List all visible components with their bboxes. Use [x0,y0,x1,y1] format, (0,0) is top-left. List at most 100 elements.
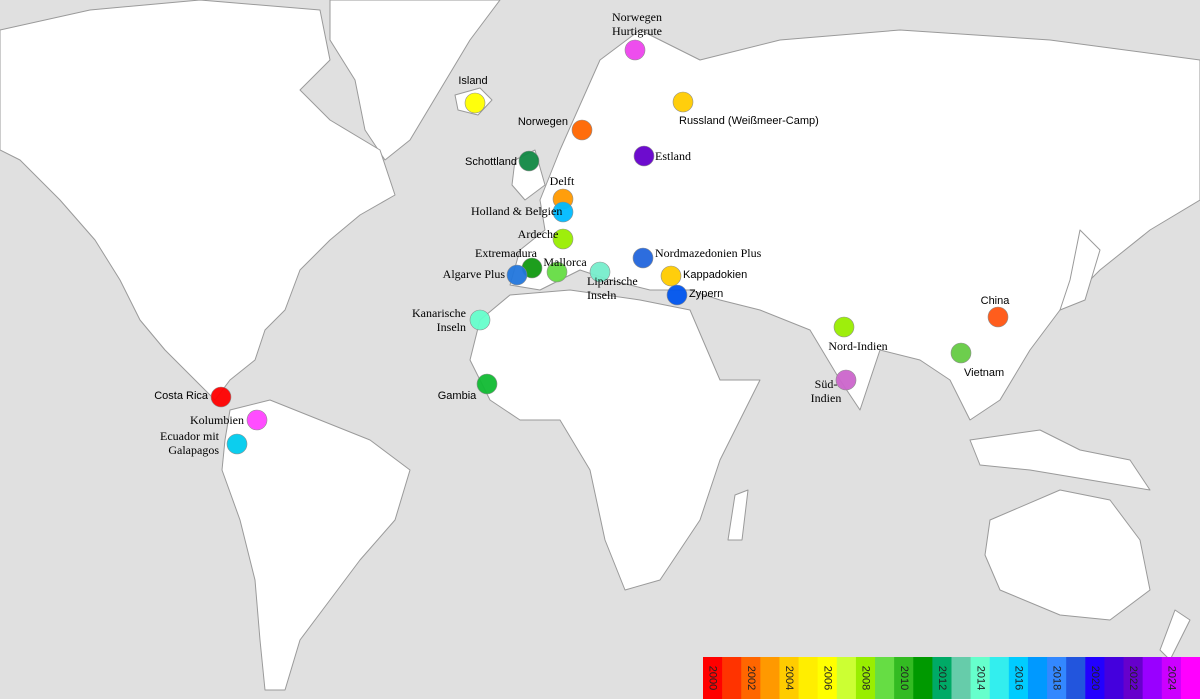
marker-label: Gambia [438,390,477,402]
legend-cell [855,657,876,699]
marker-dot [987,306,1009,328]
marker-dot [833,316,855,338]
year-legend: 2000 2002 2004 2006 2008 2010 2012 2014 2016 2018… [703,657,1200,699]
marker-label: Island [458,75,487,87]
legend-cell [1104,657,1125,699]
north-america [0,0,396,401]
legend-year: 2012 [936,666,948,690]
legend-year: 2008 [860,666,872,690]
marker-label: China [981,295,1011,307]
legend-cell [913,657,933,699]
marker-label: Kanarische [412,306,466,320]
marker: Nordmazedonien Plus [632,246,762,269]
marker-label: Nord-Indien [828,339,887,353]
japan [1059,229,1101,311]
marker: Zypern [666,284,723,306]
greenland [329,0,501,161]
marker-dot [476,373,498,395]
marker: China [981,295,1011,328]
marker-dot [666,284,688,306]
legend-year: 2010 [898,666,910,690]
marker: Vietnam [950,342,1004,379]
marker-label: Galapagos [168,443,219,457]
legend-cell [836,657,857,699]
africa [469,289,761,591]
marker-label: Algarve Plus [443,267,506,281]
legend-cell [894,657,914,699]
marker: Costa Rica [154,386,232,408]
marker: Estland [633,145,691,167]
marker-label: Schottland [465,156,517,168]
madagascar [727,489,749,541]
legend-year: 2004 [783,666,795,690]
marker-label: Inseln [587,288,616,302]
marker: Algarve Plus [443,264,528,286]
marker-label: Nordmazedonien Plus [655,246,762,260]
legend-cell [1161,657,1182,699]
marker: Nord-Indien [828,316,888,353]
marker-label: Kolumbien [190,413,244,427]
marker: Mallorca [543,255,587,283]
marker: Kappadokien [660,265,747,287]
legend-cell [932,657,952,699]
marker-dot [518,150,540,172]
marker: Ardeche [518,227,574,250]
marker-label: Ecuador mit [160,429,220,443]
marker: Gambia [438,373,498,402]
marker-label: Russland (Weißmeer-Camp) [679,115,819,127]
legend-year: 2024 [1165,666,1177,690]
marker-dot [950,342,972,364]
legend-cell [1142,657,1163,699]
marker-label: Ardeche [518,227,559,241]
legend-cell [1123,657,1144,699]
marker-dot [660,265,682,287]
marker-dot [552,201,574,223]
marker-label: Extremadura [475,246,538,260]
legend-cell [1180,657,1200,699]
marker-label: Vietnam [964,367,1004,379]
legend-cell [875,657,895,699]
marker: Süd-Indien [811,369,857,405]
marker: Russland (Weißmeer-Camp) [672,91,819,127]
legend-cell [798,657,819,699]
marker: Kolumbien [190,409,268,431]
legend-year: 2000 [707,666,719,690]
marker-dot [464,92,486,114]
marker: Extremadura [475,246,543,279]
legend-cell [817,657,838,699]
marker-dot [571,119,593,141]
marker-dot [552,228,574,250]
marker-dot [835,369,857,391]
indonesia [969,429,1151,491]
marker-label: Holland & Belgien [471,204,562,218]
legend-cell [1008,657,1029,699]
marker-label: Kappadokien [683,269,747,281]
legend-year: 2006 [821,666,833,690]
marker-label: Hurtigrute [612,24,662,38]
legend-year: 2016 [1012,666,1024,690]
legend-year: 2014 [974,666,986,690]
marker-dot [546,261,568,283]
legend-cell [760,657,780,699]
marker-dot [246,409,268,431]
marker-label: Delft [550,174,575,188]
legend-cell [722,657,742,699]
marker: Schottland [465,150,540,172]
legend-year: 2022 [1127,666,1139,690]
marker-label: Inseln [437,320,466,334]
marker: Norwegen [518,116,593,141]
marker-label: Indien [811,391,842,405]
legend-year: 2002 [745,666,757,690]
marker-label: Süd- [815,377,838,391]
legend-cell [989,657,1010,699]
marker-dot [226,433,248,455]
marker-label: Norwegen [612,10,662,24]
legend-year: 2020 [1089,666,1101,690]
legend-cell [779,657,800,699]
